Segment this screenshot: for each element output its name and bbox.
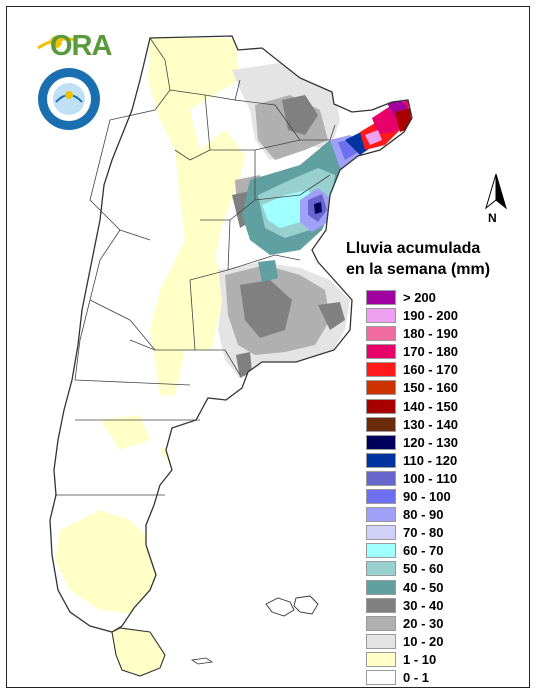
rainfall-layer	[55, 38, 412, 632]
ora-logo	[37, 36, 79, 50]
legend-label: 160 - 170	[403, 362, 458, 378]
legend-swatch	[366, 398, 396, 414]
legend-label: 10 - 20	[403, 633, 444, 649]
rain-zone-1-10	[148, 38, 245, 395]
rain-zone-1-10	[100, 415, 150, 450]
legend-swatch	[366, 525, 396, 541]
legend-label: 80 - 90	[403, 507, 444, 523]
legend-label: 70 - 80	[403, 525, 444, 541]
legend-swatch	[366, 651, 396, 667]
legend-label: 40 - 50	[403, 579, 444, 595]
legend-swatch	[366, 470, 396, 486]
legend-label: 90 - 100	[403, 489, 451, 505]
legend-label: 140 - 150	[403, 398, 458, 414]
country-outline	[49, 35, 413, 633]
rain-zone-30-40	[282, 95, 318, 135]
legend-label: 170 - 180	[403, 344, 458, 360]
legend-label: 190 - 200	[403, 308, 458, 324]
legend-swatch	[366, 489, 396, 505]
rain-zone-120-130	[314, 202, 322, 214]
legend-swatch	[366, 452, 396, 468]
legend-label: 1 - 10	[403, 651, 437, 667]
legend-label: 180 - 190	[403, 326, 458, 342]
legend-label: 20 - 30	[403, 615, 444, 631]
legend-swatch	[366, 362, 396, 378]
province-borders	[55, 37, 336, 496]
legend-swatch	[366, 543, 396, 559]
legend-title-line2: en la semana (mm)	[346, 261, 491, 278]
tierra-del-fuego	[111, 627, 166, 677]
legend-label: 110 - 120	[403, 452, 458, 468]
legend-swatch	[366, 669, 396, 685]
legend-label: 100 - 110	[403, 470, 458, 486]
legend-swatch	[366, 344, 396, 360]
legend-label: 130 - 140	[403, 416, 458, 432]
legend-label: 50 - 60	[403, 561, 444, 577]
legend-title: Lluvia acumulada en la semana (mm)	[346, 238, 526, 280]
north-label: N	[488, 211, 497, 225]
isla-estados	[190, 657, 214, 665]
ora-logo-text: ORA	[50, 30, 112, 62]
legend-swatch	[366, 579, 396, 595]
rain-zone-190-200	[365, 130, 382, 145]
smn-seal-icon	[38, 68, 100, 130]
legend-swatch	[366, 615, 396, 631]
north-arrow-icon	[485, 173, 507, 210]
legend-label: 60 - 70	[403, 543, 444, 559]
rain-zone-40-50	[258, 260, 278, 282]
legend-label: 30 - 40	[403, 597, 444, 613]
legend-swatch	[366, 380, 396, 396]
rain-zone-30-40	[318, 302, 345, 330]
legend-swatch	[366, 416, 396, 432]
legend-label: > 200	[403, 290, 436, 305]
legend-label: 120 - 130	[403, 434, 458, 450]
legend-swatch	[366, 434, 396, 450]
legend-swatch	[366, 290, 396, 305]
legend-swatch	[366, 326, 396, 342]
legend-label: 150 - 160	[403, 380, 458, 396]
legend-swatch	[366, 633, 396, 649]
malvinas-islands	[265, 595, 319, 617]
rain-zone-30-40	[240, 280, 292, 338]
legend-title-line1: Lluvia acumulada	[346, 240, 481, 257]
legend-swatch	[366, 597, 396, 613]
legend-swatch	[366, 507, 396, 523]
legend-swatch	[366, 308, 396, 324]
rain-zone-1-10	[55, 510, 160, 615]
legend-label: 0 - 1	[403, 669, 430, 685]
legend-swatch	[366, 561, 396, 577]
